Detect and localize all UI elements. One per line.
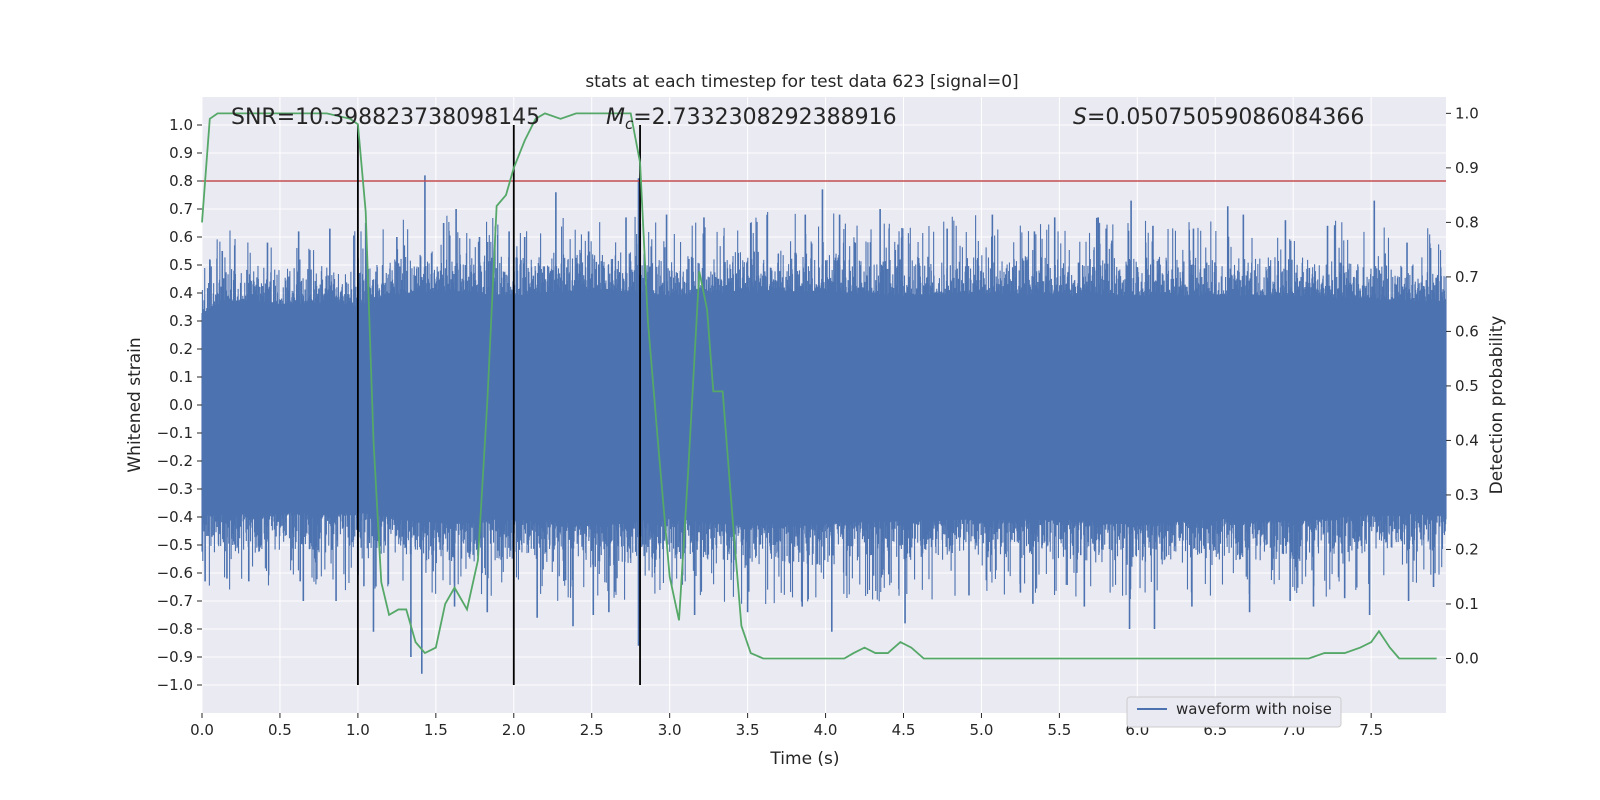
left-y-axis-ticks: 1.0 0.9 0.8 0.7 0.6 0.5 0.4 0.3 0.2 0.1 0.0 −0.1 −0.… xyxy=(157,116,202,694)
right-y-tick-label: 1.0 xyxy=(1455,104,1479,122)
left-y-tick-label: −0.3 xyxy=(157,480,193,498)
chirp-mass-annotation: Mc=2.7332308292388916 xyxy=(606,105,897,133)
right-y-tick-label: 0.1 xyxy=(1455,595,1479,613)
right-y-tick-label: 0.5 xyxy=(1455,377,1479,395)
chirp-mass-symbol: M xyxy=(606,105,625,130)
vertical-markers xyxy=(356,125,641,685)
left-y-tick-label: −0.6 xyxy=(157,564,193,582)
s-symbol: S xyxy=(1073,105,1087,130)
left-y-tick-label: 0.9 xyxy=(169,144,193,162)
x-tick-label: 2.5 xyxy=(580,721,604,739)
legend-box xyxy=(1126,696,1342,728)
right-y-tick-label: 0.6 xyxy=(1455,322,1479,340)
x-tick-label: 3.0 xyxy=(658,721,682,739)
left-y-tick-label: 0.6 xyxy=(169,228,193,246)
left-y-tick-label: 0.4 xyxy=(169,284,193,302)
waveform-dense-core xyxy=(202,321,1446,489)
x-tick-label: 0.5 xyxy=(268,721,292,739)
x-tick-label: 1.0 xyxy=(346,721,370,739)
probability-series-line xyxy=(201,112,1437,660)
left-y-tick-label: −0.8 xyxy=(157,620,193,638)
left-y-tick-label: −1.0 xyxy=(157,676,193,694)
x-tick-label: 2.0 xyxy=(502,721,526,739)
snr-annotation: SNR=10.398823738098145 xyxy=(231,105,540,130)
s-value: =0.05075059086084366 xyxy=(1087,105,1364,130)
left-y-tick-label: 1.0 xyxy=(169,116,193,134)
left-y-tick-label: −0.9 xyxy=(157,648,193,666)
left-y-tick-label: −0.2 xyxy=(157,452,193,470)
legend-entry: waveform with noise xyxy=(1176,700,1332,718)
left-y-tick-label: −0.4 xyxy=(157,508,193,526)
left-y-tick-label: 0.5 xyxy=(169,256,193,274)
left-y-tick-label: −0.7 xyxy=(157,592,193,610)
right-y-tick-label: 0.0 xyxy=(1455,649,1479,667)
x-tick-label: 5.5 xyxy=(1047,721,1071,739)
x-tick-label: 3.5 xyxy=(736,721,760,739)
right-y-tick-label: 0.7 xyxy=(1455,268,1479,286)
chirp-mass-subscript: c xyxy=(625,115,634,133)
x-tick-label: 0.0 xyxy=(190,721,214,739)
right-y-axis-label: Detection probability xyxy=(1487,316,1507,495)
legend: waveform with noise xyxy=(1126,696,1342,728)
x-tick-label: 1.5 xyxy=(424,721,448,739)
right-y-axis-ticks: 1.0 0.9 0.8 0.7 0.6 0.5 0.4 0.3 0.2 0.1 0.0 xyxy=(1446,104,1479,667)
x-tick-label: 4.0 xyxy=(814,721,838,739)
chirp-mass-value: =2.7332308292388916 xyxy=(633,105,896,130)
waveform-series xyxy=(201,175,1447,674)
right-y-tick-label: 0.2 xyxy=(1455,540,1479,558)
x-axis-label: Time (s) xyxy=(769,749,839,769)
left-y-tick-label: −0.1 xyxy=(157,424,193,442)
x-tick-label: 5.0 xyxy=(970,721,994,739)
chart-title: stats at each timestep for test data 623… xyxy=(585,72,1018,92)
right-y-tick-label: 0.9 xyxy=(1455,159,1479,177)
left-y-tick-label: 0.8 xyxy=(169,172,193,190)
right-y-tick-label: 0.4 xyxy=(1455,431,1479,449)
left-y-tick-label: −0.5 xyxy=(157,536,193,554)
left-y-tick-label: 0.1 xyxy=(169,368,193,386)
x-tick-label: 4.5 xyxy=(892,721,916,739)
left-y-tick-label: 0.3 xyxy=(169,312,193,330)
right-y-tick-label: 0.3 xyxy=(1455,486,1479,504)
left-y-axis-label: Whitened strain xyxy=(125,337,145,472)
x-tick-label: 7.5 xyxy=(1359,721,1383,739)
left-y-tick-label: 0.7 xyxy=(169,200,193,218)
right-y-tick-label: 0.8 xyxy=(1455,213,1479,231)
left-y-tick-label: 0.0 xyxy=(169,396,193,414)
left-y-tick-label: 0.2 xyxy=(169,340,193,358)
s-annotation: S=0.05075059086084366 xyxy=(1073,105,1364,130)
